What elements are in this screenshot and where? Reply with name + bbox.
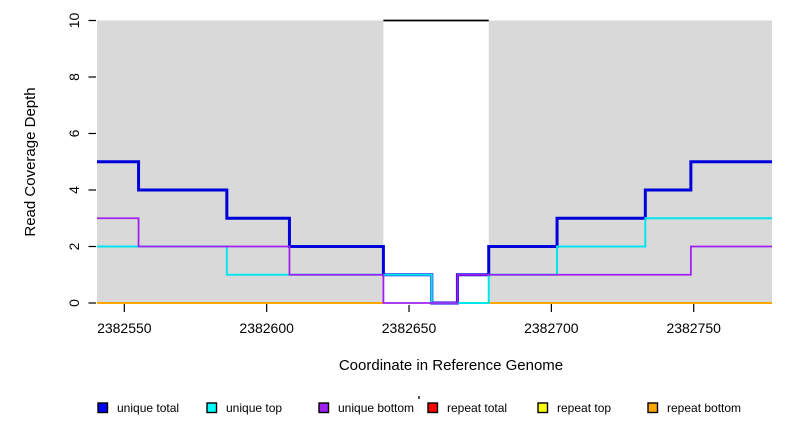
- legend-label: repeat total: [447, 401, 507, 415]
- x-tick-label: 2382750: [666, 320, 721, 336]
- legend-swatch: [97, 402, 109, 414]
- legend-item-repeat-top: repeat top: [537, 401, 611, 415]
- y-axis-label: Read Coverage Depth: [22, 87, 39, 236]
- y-tick-label: 2: [66, 242, 82, 250]
- y-tick-label: 6: [66, 129, 82, 137]
- masked-region: [383, 20, 489, 305]
- legend-label: unique bottom: [338, 401, 414, 415]
- y-tick-label: 0: [66, 299, 82, 307]
- legend-item-repeat-total: repeat total: [427, 401, 507, 415]
- legend-item-unique-total: unique total: [97, 401, 179, 415]
- legend-label: unique top: [226, 401, 282, 415]
- series-line-unique-bottom: [97, 217, 772, 304]
- legend-item-unique-top: unique top: [206, 401, 282, 415]
- x-tick-label: 2382600: [239, 320, 294, 336]
- legend-item-repeat-bottom: repeat bottom: [647, 401, 741, 415]
- plot-area: 2382550 2382600 2382650 2382700 2382750 0 2 4 6 8…: [66, 13, 772, 336]
- legend-swatch: [206, 402, 218, 414]
- legend: unique total unique top unique bottom repea…: [97, 401, 741, 415]
- legend-label: repeat bottom: [667, 401, 741, 415]
- legend-swatch: [647, 402, 659, 414]
- y-tick-label: 8: [66, 73, 82, 81]
- x-tick-label: 2382650: [382, 320, 437, 336]
- y-tick-label: 10: [66, 13, 82, 29]
- x-tick-label: 2382700: [524, 320, 579, 336]
- legend-swatch: [427, 402, 439, 414]
- legend-label: repeat top: [557, 401, 611, 415]
- stray-mark: [418, 396, 420, 399]
- x-tick-label: 2382550: [97, 320, 152, 336]
- series-line-unique-top: [97, 217, 772, 304]
- y-tick-label: 4: [66, 186, 82, 194]
- legend-swatch: [537, 402, 549, 414]
- legend-item-unique-bottom: unique bottom: [318, 401, 414, 415]
- legend-swatch: [318, 402, 330, 414]
- legend-label: unique total: [117, 401, 179, 415]
- x-axis-label: Coordinate in Reference Genome: [339, 357, 563, 374]
